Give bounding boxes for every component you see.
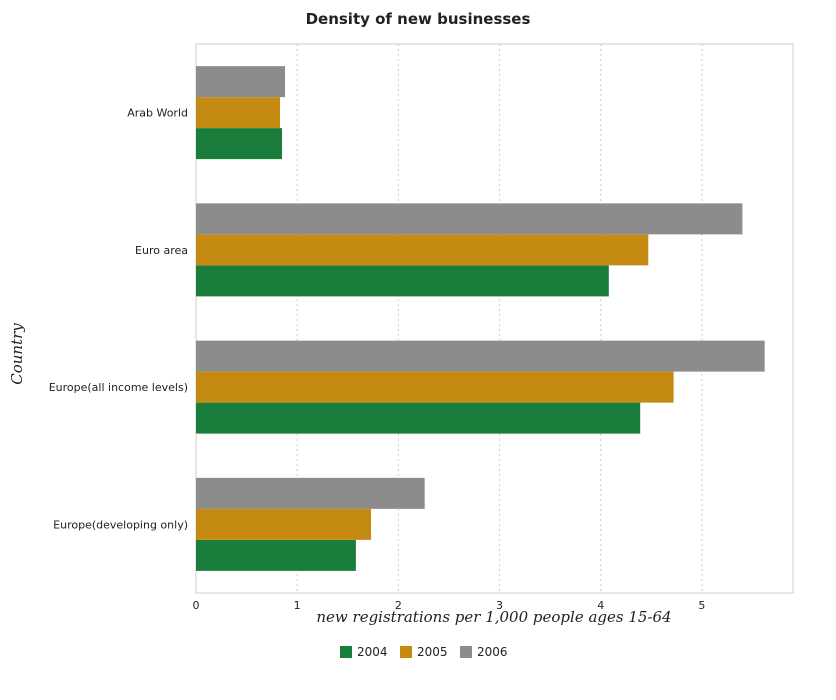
legend-swatch (460, 646, 472, 658)
y-tick-label: Europe(all income levels) (49, 381, 188, 394)
bar (196, 203, 743, 235)
y-tick-labels: Arab World Euro area Europe(all income lev… (49, 107, 188, 532)
y-tick-label: Europe(developing only) (53, 518, 188, 531)
chart-title: Density of new businesses (306, 10, 531, 28)
bar (196, 265, 609, 297)
legend-label: 2004 (357, 645, 388, 659)
bar (196, 402, 641, 434)
legend: 2004 2005 2006 (340, 645, 508, 659)
bar (196, 97, 280, 129)
legend-swatch (400, 646, 412, 658)
y-tick-label: Arab World (127, 107, 188, 120)
x-tick-label: 1 (294, 599, 301, 612)
legend-label: 2006 (477, 645, 508, 659)
x-tick-label: 4 (597, 599, 604, 612)
x-tick-labels: 0 1 2 3 4 5 (193, 599, 706, 612)
bar (196, 539, 356, 571)
x-tick-label: 5 (698, 599, 705, 612)
x-axis-label: new registrations per 1,000 people ages … (316, 608, 671, 626)
legend-swatch (340, 646, 352, 658)
y-tick-label: Euro area (135, 244, 188, 257)
bar (196, 66, 286, 98)
y-axis-label: Country (8, 323, 26, 385)
bars (196, 66, 765, 571)
bar (196, 371, 674, 403)
bar (196, 128, 283, 160)
bar (196, 234, 649, 266)
plot-frame (195, 43, 794, 594)
bar (196, 340, 765, 372)
x-tick-label: 2 (395, 599, 402, 612)
x-tick-label: 3 (496, 599, 503, 612)
x-tick-label: 0 (193, 599, 200, 612)
bar (196, 508, 372, 540)
bar (196, 477, 425, 509)
legend-label: 2005 (417, 645, 448, 659)
